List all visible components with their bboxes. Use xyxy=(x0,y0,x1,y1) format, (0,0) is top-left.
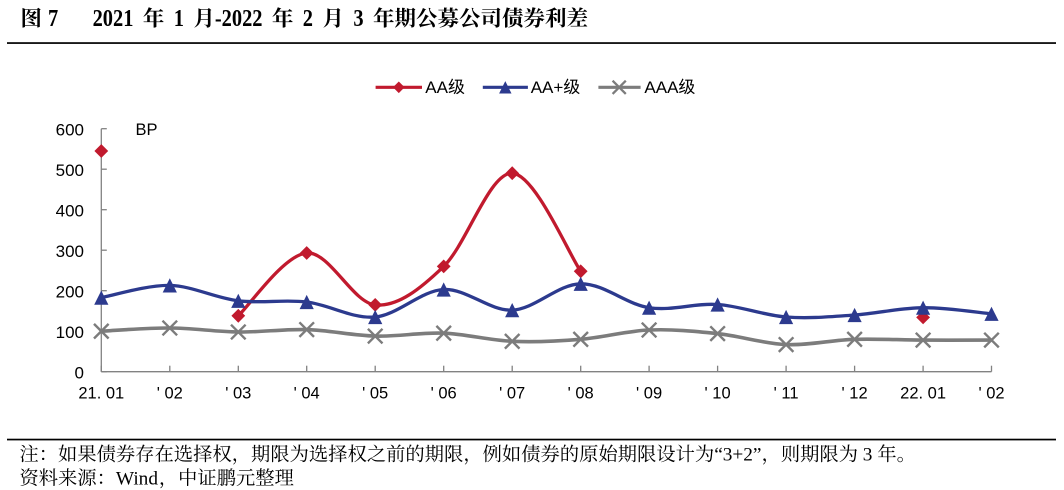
svg-text:' 09: ' 09 xyxy=(636,384,662,402)
svg-text:“3+2”: “3+2” xyxy=(714,445,761,466)
svg-text:' 04: ' 04 xyxy=(294,384,320,402)
svg-text:500: 500 xyxy=(56,161,84,180)
svg-text:-2022: -2022 xyxy=(215,6,263,32)
svg-text:Wind: Wind xyxy=(116,469,158,490)
svg-text:AAA: AAA xyxy=(644,78,679,97)
svg-text:' 05: ' 05 xyxy=(362,384,388,402)
svg-text:0: 0 xyxy=(75,364,84,383)
svg-text:' 08: ' 08 xyxy=(568,384,594,402)
svg-text:3: 3 xyxy=(353,6,363,32)
svg-text:300: 300 xyxy=(56,242,84,261)
svg-text:400: 400 xyxy=(56,202,84,221)
svg-text:600: 600 xyxy=(56,121,84,140)
svg-text:' 10: ' 10 xyxy=(705,384,731,402)
svg-text:22. 01: 22. 01 xyxy=(900,384,946,402)
svg-text:AA+: AA+ xyxy=(531,78,564,97)
svg-text:3: 3 xyxy=(863,445,873,466)
svg-text:' 02: ' 02 xyxy=(978,384,1004,402)
svg-text:21. 01: 21. 01 xyxy=(78,384,124,402)
svg-text:200: 200 xyxy=(56,283,84,302)
svg-text:' 06: ' 06 xyxy=(431,384,457,402)
svg-text:2: 2 xyxy=(303,6,313,32)
svg-text:' 02: ' 02 xyxy=(157,384,183,402)
svg-text:BP: BP xyxy=(136,121,158,139)
svg-text:AA: AA xyxy=(425,78,448,97)
svg-text:1: 1 xyxy=(174,6,184,32)
svg-text:100: 100 xyxy=(56,323,84,342)
svg-text:2021: 2021 xyxy=(93,6,134,32)
svg-text:' 07: ' 07 xyxy=(499,384,525,402)
svg-text:' 11: ' 11 xyxy=(774,384,799,402)
svg-text:7: 7 xyxy=(48,6,58,32)
svg-text:' 03: ' 03 xyxy=(225,384,251,402)
svg-text:' 12: ' 12 xyxy=(842,384,868,402)
